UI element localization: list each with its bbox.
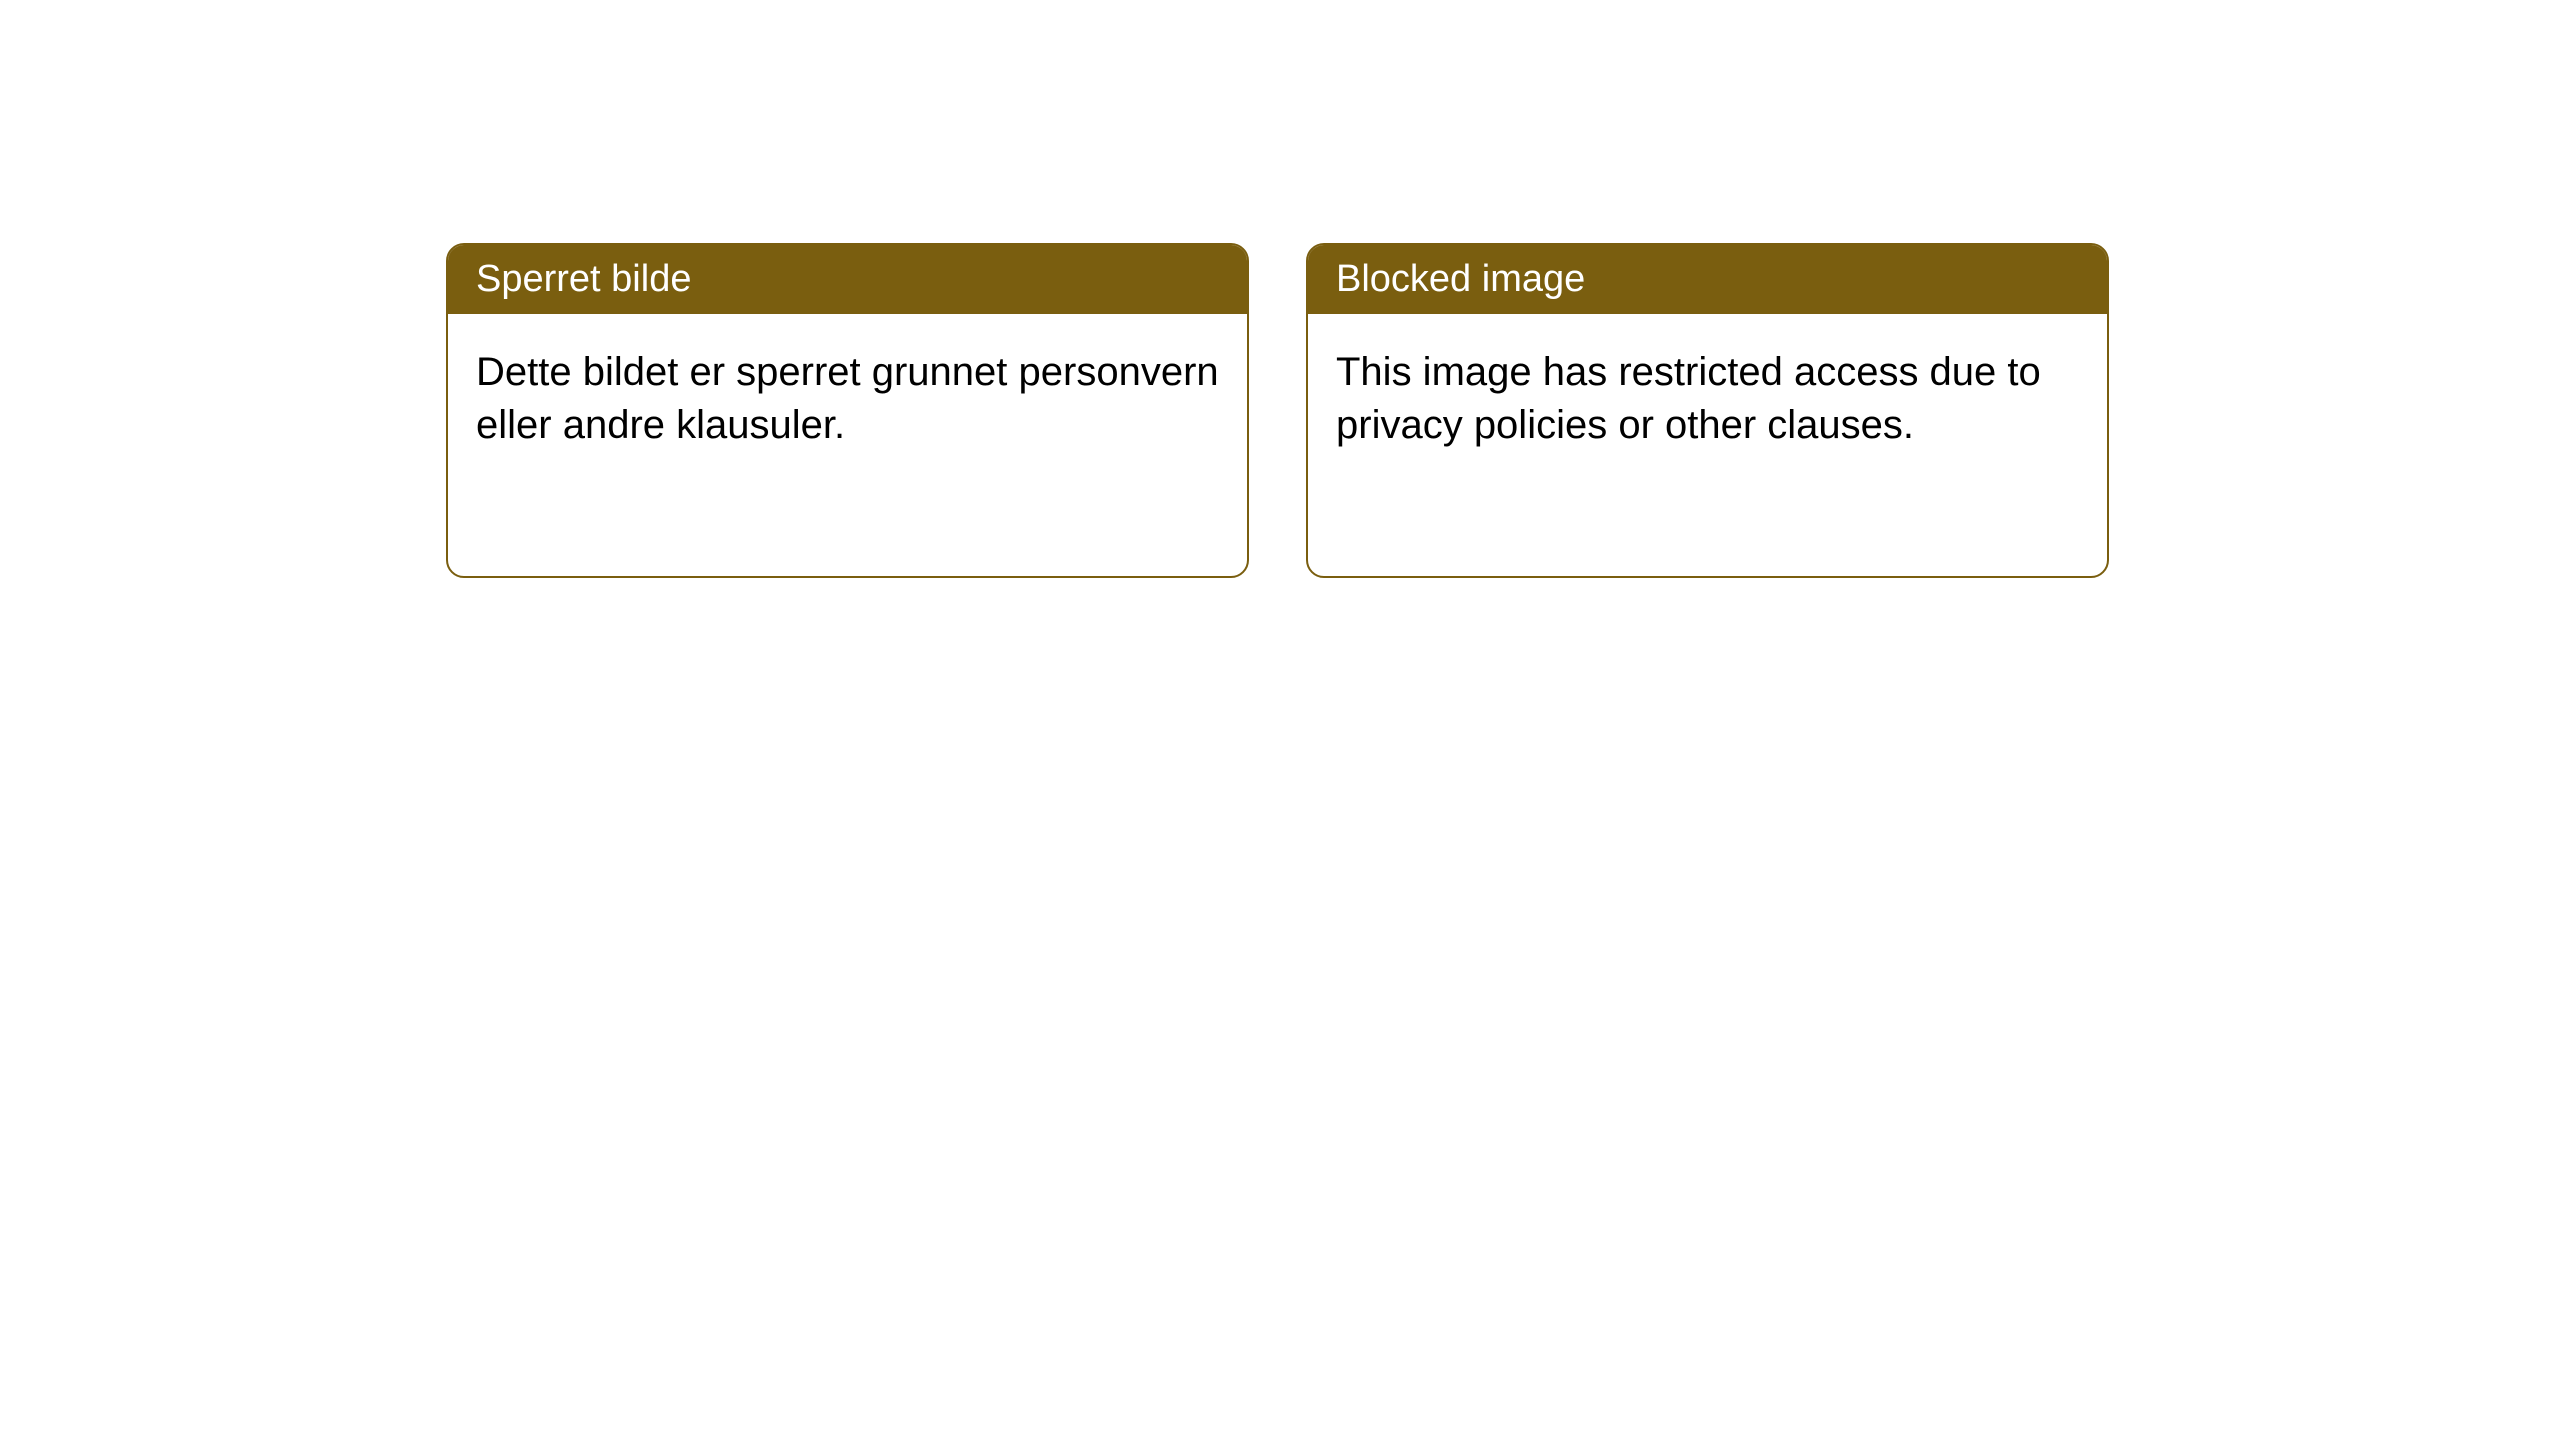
notice-message: This image has restricted access due to … <box>1336 350 2041 447</box>
notice-body-norwegian: Dette bildet er sperret grunnet personve… <box>448 314 1247 484</box>
notice-message: Dette bildet er sperret grunnet personve… <box>476 350 1219 447</box>
notice-title: Sperret bilde <box>476 258 691 300</box>
notice-header-english: Blocked image <box>1308 245 2107 314</box>
notice-container: Sperret bilde Dette bildet er sperret gr… <box>446 243 2109 578</box>
notice-header-norwegian: Sperret bilde <box>448 245 1247 314</box>
notice-body-english: This image has restricted access due to … <box>1308 314 2107 484</box>
notice-box-english: Blocked image This image has restricted … <box>1306 243 2109 578</box>
notice-title: Blocked image <box>1336 258 1585 300</box>
notice-box-norwegian: Sperret bilde Dette bildet er sperret gr… <box>446 243 1249 578</box>
